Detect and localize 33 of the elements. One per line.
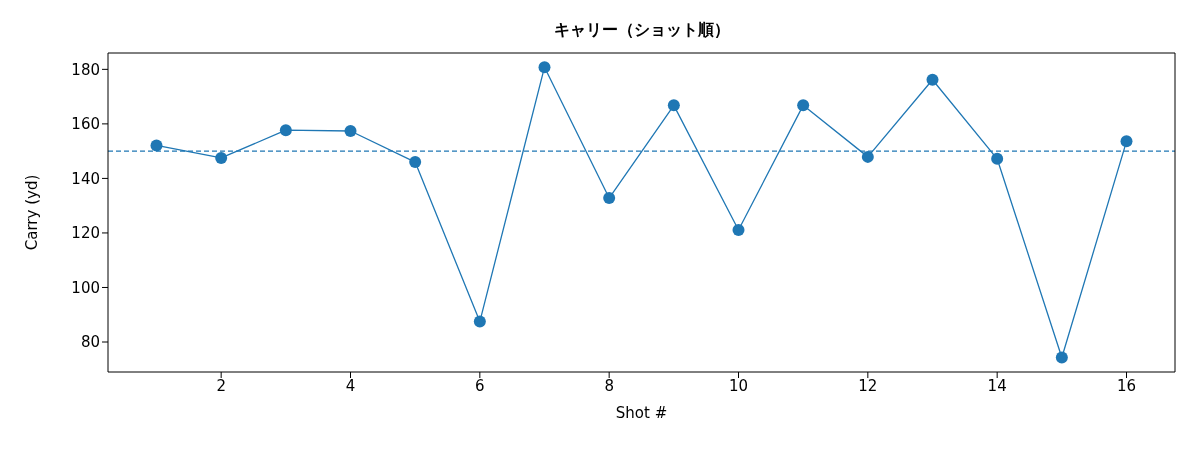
x-tick-label: 16 bbox=[1116, 376, 1137, 395]
point bbox=[667, 99, 680, 112]
point bbox=[1120, 135, 1133, 148]
point bbox=[861, 150, 874, 163]
point bbox=[409, 156, 422, 169]
point bbox=[926, 73, 939, 86]
point bbox=[538, 61, 551, 74]
x-axis-title: Shot # bbox=[615, 404, 668, 422]
point bbox=[279, 124, 292, 137]
y-axis-title: Carry (yd) bbox=[23, 174, 42, 251]
point bbox=[991, 152, 1004, 165]
point bbox=[603, 192, 616, 205]
chart-title: キャリー（ショット順） bbox=[553, 20, 731, 41]
point bbox=[215, 151, 228, 164]
x-tick-label: 14 bbox=[987, 376, 1007, 395]
y-tick-label: 180 bbox=[71, 60, 100, 79]
x-tick-label: 12 bbox=[858, 376, 878, 395]
x-tick-label: 6 bbox=[475, 376, 485, 395]
point bbox=[473, 315, 486, 328]
y-tick-label: 140 bbox=[71, 169, 100, 188]
point bbox=[1055, 351, 1068, 364]
y-tick-label: 120 bbox=[71, 224, 100, 243]
x-tick-label: 2 bbox=[216, 376, 226, 395]
point bbox=[344, 124, 357, 137]
point bbox=[732, 223, 745, 236]
point bbox=[797, 99, 810, 112]
y-tick-label: 80 bbox=[80, 333, 100, 352]
point bbox=[150, 139, 163, 152]
x-tick-label: 10 bbox=[728, 376, 749, 395]
y-tick-label: 160 bbox=[71, 115, 100, 134]
x-tick-label: 8 bbox=[604, 376, 614, 395]
y-tick-label: 100 bbox=[71, 278, 100, 297]
x-tick-label: 4 bbox=[345, 376, 356, 395]
